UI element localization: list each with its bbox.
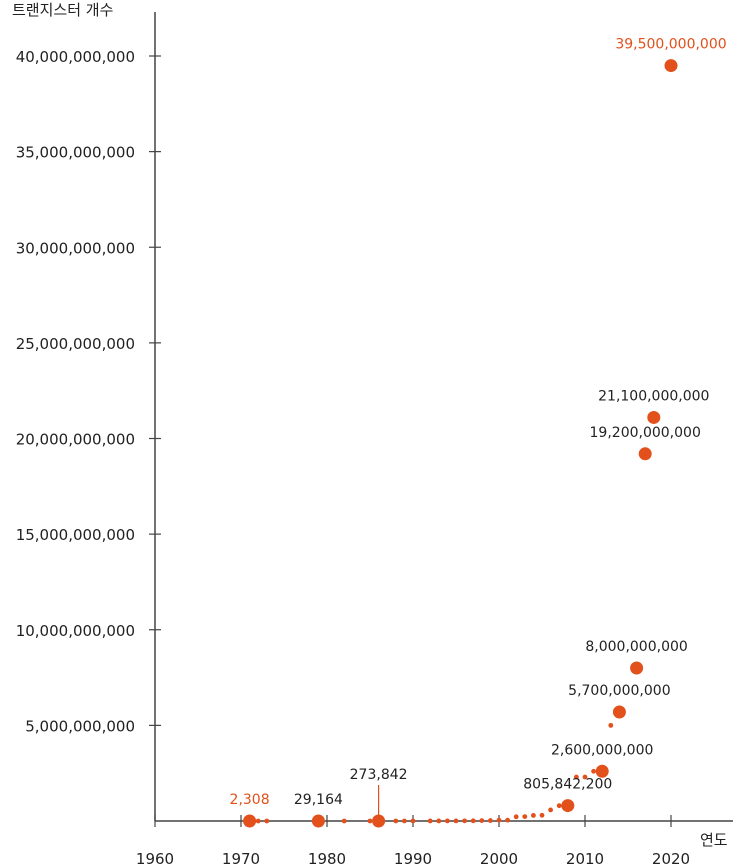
minor-data-point [479, 818, 485, 823]
y-tick-label: 15,000,000,000 [16, 526, 135, 544]
data-point-label: 805,842,200 [523, 777, 612, 793]
minor-data-point [488, 818, 493, 823]
minor-data-point [445, 818, 450, 824]
major-data-point [630, 661, 644, 675]
data-point-label: 2,600,000,000 [551, 742, 653, 758]
point-labels: 2,308 29,164 273,842 805,842,200 2,600,000,0… [230, 37, 727, 815]
minor-data-point [548, 807, 553, 813]
x-tick-label: 1980 [308, 850, 346, 868]
y-tick-label: 40,000,000,000 [16, 48, 135, 66]
y-tick-label: 20,000,000,000 [16, 431, 135, 449]
minor-data-point [513, 814, 519, 820]
y-axis-title: 트랜지스터 개수 [12, 1, 113, 19]
minor-data-point [531, 813, 536, 818]
major-data-point [372, 814, 386, 828]
x-tick-label: 2000 [480, 850, 518, 868]
minor-data-point [402, 818, 407, 824]
minor-data-point [410, 818, 416, 824]
minor-data-point [591, 768, 596, 774]
x-tick-label: 2020 [652, 850, 690, 868]
y-axis: 트랜지스터 개수 [12, 1, 156, 821]
x-tick-label: 2010 [566, 850, 604, 868]
minor-data-point [462, 818, 467, 824]
major-data-point [595, 764, 609, 778]
major-points [243, 59, 678, 828]
minor-data-point [264, 818, 270, 824]
y-tick-label: 30,000,000,000 [16, 239, 135, 257]
major-data-point [243, 814, 257, 828]
minor-data-point [574, 774, 579, 780]
data-point-label: 5,700,000,000 [568, 683, 670, 699]
data-point-label: 19,200,000,000 [590, 425, 701, 441]
x-axis: 연도 [155, 820, 733, 849]
x-ticks: 1960 1970 1980 1990 2000 2010 2020 [136, 815, 690, 868]
major-data-point [612, 705, 626, 719]
x-tick-label: 1970 [222, 850, 260, 868]
major-data-point [647, 410, 661, 424]
data-point-label: 39,500,000,000 [615, 37, 726, 53]
minor-data-point [255, 818, 261, 824]
y-tick-label: 5,000,000,000 [25, 717, 135, 735]
minor-data-point [582, 774, 588, 780]
minor-data-point [436, 818, 442, 824]
major-data-point [311, 814, 325, 828]
x-tick-label: 1990 [394, 850, 432, 868]
data-point-label: 29,164 [294, 792, 343, 808]
data-point-label: 8,000,000,000 [585, 639, 687, 655]
minor-data-point [505, 817, 510, 823]
minor-data-point [341, 818, 347, 824]
major-data-point [638, 447, 652, 461]
minor-data-point [522, 814, 528, 820]
minor-data-point [556, 803, 562, 809]
data-point-label: 2,308 [230, 792, 270, 808]
data-point-label: 21,100,000,000 [598, 388, 709, 404]
minor-data-point [608, 722, 614, 728]
y-tick-label: 35,000,000,000 [16, 144, 135, 162]
minor-data-point [393, 818, 399, 824]
x-axis-title: 연도 [700, 831, 728, 849]
minor-data-point [496, 817, 502, 823]
minor-data-point [539, 812, 545, 818]
data-point-label: 273,842 [350, 767, 408, 783]
minor-data-point [453, 818, 459, 824]
major-data-point [561, 799, 575, 813]
y-tick-label: 10,000,000,000 [16, 622, 135, 640]
minor-data-point [367, 818, 373, 824]
x-tick-label: 1960 [136, 850, 174, 868]
y-tick-label: 25,000,000,000 [16, 335, 135, 353]
minor-points [255, 722, 614, 824]
minor-data-point [427, 818, 433, 824]
y-ticks: 5,000,000,000 10,000,000,000 15,000,000,00… [16, 48, 161, 735]
major-data-point [664, 59, 678, 73]
minor-data-point [470, 818, 476, 824]
